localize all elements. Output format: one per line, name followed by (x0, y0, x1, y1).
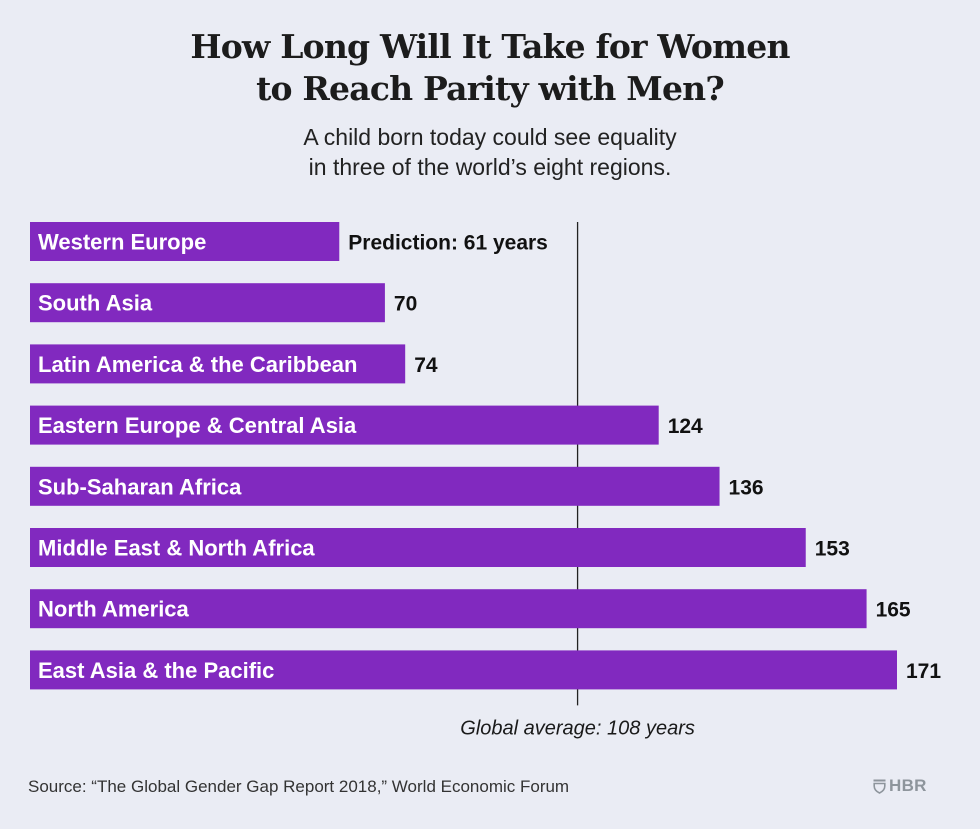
chart-subtitle: A child born today could see equality in… (0, 122, 980, 182)
hbr-logo-text: HBR (889, 776, 927, 795)
bar-value-label: 136 (729, 476, 764, 499)
chart-title: How Long Will It Take for Women to Reach… (0, 26, 980, 110)
global-average-label: Global average: 108 years (460, 717, 695, 739)
bar-category-label: Latin America & the Caribbean (38, 352, 357, 377)
chart-subtitle-line-2: in three of the world’s eight regions. (308, 154, 672, 180)
bar-group: South Asia 70 (30, 283, 417, 323)
bar-category-label: East Asia & the Pacific (38, 658, 274, 683)
chart-title-line-2: to Reach Parity with Men? (256, 69, 725, 108)
bar-value-label: 124 (668, 415, 703, 438)
bar (30, 344, 406, 384)
bar-group: North America 165 (30, 589, 911, 629)
bar (30, 589, 867, 629)
bar-value-label: 165 (876, 599, 911, 622)
bar-group: Middle East & North Africa 153 (30, 528, 850, 567)
bar-value-label: Prediction: 61 years (348, 232, 548, 255)
bar-category-label: Sub-Saharan Africa (38, 474, 242, 499)
bar-category-label: Eastern Europe & Central Asia (38, 413, 357, 438)
bar-value-label: 171 (906, 660, 941, 683)
bar-group: Sub-Saharan Africa 136 (30, 466, 764, 506)
bar (30, 466, 720, 506)
bar-group: Western Europe Prediction: 61 years (30, 222, 548, 261)
bar-category-label: Western Europe (38, 230, 206, 255)
bar (30, 283, 385, 323)
bar-group: East Asia & the Pacific 171 (30, 650, 941, 690)
hbr-logo: HBR (873, 776, 927, 796)
bar (30, 405, 659, 445)
source-note: Source: “The Global Gender Gap Report 20… (28, 777, 570, 796)
bar-category-label: South Asia (38, 291, 153, 316)
bar-value-label: 74 (414, 354, 438, 377)
bar-category-label: Middle East & North Africa (38, 536, 315, 561)
shield-icon (873, 779, 886, 794)
bar-value-label: 70 (394, 293, 417, 316)
bar-value-label: 153 (815, 538, 850, 561)
bar (30, 528, 806, 567)
bar-group: Latin America & the Caribbean 74 (30, 344, 438, 384)
chart-subtitle-line-1: A child born today could see equality (303, 124, 677, 150)
bar-category-label: North America (38, 597, 190, 622)
bar-group: Eastern Europe & Central Asia 124 (30, 405, 703, 445)
chart-title-line-1: How Long Will It Take for Women (190, 27, 790, 66)
bar (30, 650, 897, 690)
bar (30, 222, 340, 261)
